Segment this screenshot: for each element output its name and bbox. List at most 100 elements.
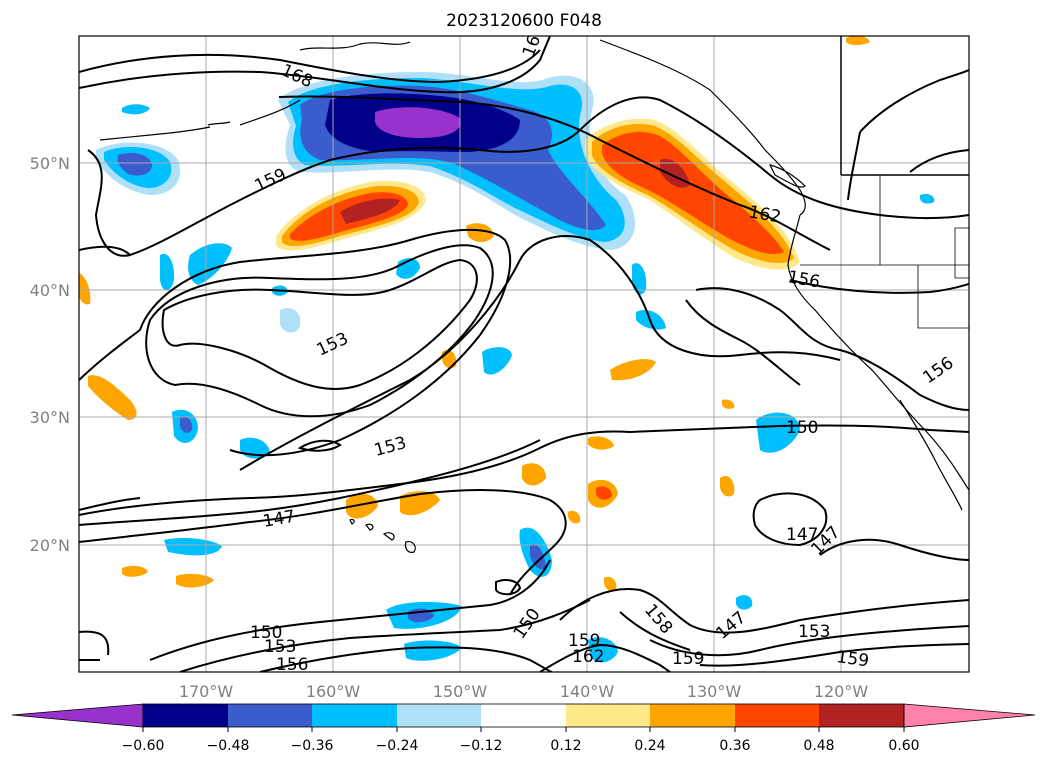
contour-line <box>619 611 691 651</box>
contour-line <box>79 329 141 381</box>
longitude-labels: 170°W 160°W 150°W 140°W 130°W 120°W <box>179 682 869 701</box>
contour-line <box>819 538 969 561</box>
contour-line <box>79 497 141 511</box>
longitude-tick: 170°W <box>179 682 234 701</box>
contour-line <box>297 439 342 452</box>
negative-anomaly-region <box>122 104 150 115</box>
contour-line <box>79 49 541 84</box>
contour-label: 153 <box>264 637 296 657</box>
positive-anomaly-region <box>176 573 214 588</box>
negative-anomaly-region <box>375 107 461 138</box>
negative-anomaly-region <box>404 640 462 661</box>
colorbar-segment <box>650 704 735 727</box>
positive-anomaly-region <box>596 486 612 500</box>
positive-anomaly-region <box>610 359 656 381</box>
contour-line <box>859 69 969 133</box>
contour-line <box>79 489 567 596</box>
contour-label: 150 <box>786 418 818 438</box>
contour-line <box>649 625 969 657</box>
contour-line <box>789 279 969 294</box>
north-america-west-coastline <box>787 214 969 491</box>
contour-line <box>559 588 969 634</box>
latitude-labels: 50°N 40°N 30°N 20°N <box>30 154 70 555</box>
colorbar-segment <box>819 704 904 727</box>
contour-line <box>79 630 110 661</box>
colorbar-segment <box>312 704 397 727</box>
colorbar-tick-label: 0.12 <box>550 738 581 754</box>
positive-anomaly-region <box>722 399 735 409</box>
contour-label: 159 <box>835 647 870 671</box>
longitude-tick: 130°W <box>687 682 742 701</box>
positive-anomaly-region <box>88 375 137 420</box>
colorbar-segment <box>228 704 312 727</box>
contour-line <box>752 492 828 547</box>
contour-line <box>495 579 522 596</box>
contour-line <box>149 559 551 661</box>
positive-anomaly-region <box>340 198 400 224</box>
contour-label: 147 <box>786 525 818 545</box>
latitude-tick: 50°N <box>30 154 70 173</box>
colorbar-tick-label: −0.48 <box>207 738 250 754</box>
contour-line <box>79 424 969 516</box>
positive-anomaly-region <box>466 223 494 242</box>
vancouver-island-outline <box>768 164 806 188</box>
contour-line <box>695 287 969 411</box>
latitude-tick: 30°N <box>30 408 70 427</box>
coastlines <box>99 36 969 553</box>
north-america-border <box>840 36 969 176</box>
colorbar-frame <box>142 703 905 728</box>
contour-label: 150 <box>250 623 282 643</box>
negative-anomaly-region <box>160 253 175 291</box>
longitude-tick: 150°W <box>433 682 488 701</box>
colorbar-tick-label: 0.48 <box>803 738 834 754</box>
colorbar-tick-label: 0.36 <box>719 738 750 754</box>
latitude-tick: 40°N <box>30 281 70 300</box>
contour-line <box>699 643 969 667</box>
positive-anomaly-region <box>122 565 148 577</box>
contour-line <box>278 95 831 251</box>
colorbar-tick-label: −0.36 <box>291 738 334 754</box>
longitude-tick: 120°W <box>814 682 869 701</box>
colorbar-tick-label: 0.24 <box>634 738 665 754</box>
contour-line <box>539 643 671 672</box>
alaska-coastline <box>99 41 411 141</box>
contour-label: 156 <box>276 655 308 675</box>
positive-anomaly-region <box>604 576 617 592</box>
colorbar-tick-label: −0.60 <box>122 738 165 754</box>
contour-line <box>239 235 841 471</box>
contour-line <box>139 228 512 457</box>
positive-anomaly-region <box>846 36 870 45</box>
positive-anomaly-region <box>588 436 614 450</box>
positive-anomaly-region <box>346 493 378 519</box>
negative-anomaly-region <box>636 309 666 330</box>
contour-line <box>259 646 553 672</box>
colorbar-segment <box>566 704 650 727</box>
contour-label: 162 <box>572 647 604 667</box>
contour-line <box>145 244 494 418</box>
contour-line <box>685 299 801 386</box>
colorbar-ticks <box>142 727 905 732</box>
contour-line <box>79 245 131 256</box>
height-contours <box>79 36 969 672</box>
negative-anomaly-region <box>180 416 193 433</box>
contour-label: 159 <box>672 649 704 669</box>
colorbar-segment <box>397 704 481 727</box>
colorbar-segment <box>481 704 566 727</box>
positive-anomaly-region <box>568 510 581 524</box>
negative-anomaly-region <box>530 544 546 570</box>
negative-anomaly-region <box>164 538 222 556</box>
colorbar-segment <box>735 704 819 727</box>
colorbar-extend-low <box>11 703 144 728</box>
map-frame <box>78 35 970 673</box>
contour-line <box>161 258 478 390</box>
state-borders <box>800 175 969 329</box>
contour-line <box>179 599 591 672</box>
contour-line <box>79 439 541 526</box>
negative-anomaly-region <box>920 193 935 204</box>
hawaii-islands-outline <box>349 518 416 553</box>
positive-anomaly-region <box>522 463 546 486</box>
positive-anomaly-region <box>79 272 91 305</box>
positive-anomaly-region <box>400 491 440 516</box>
negative-anomaly-region <box>736 595 753 610</box>
